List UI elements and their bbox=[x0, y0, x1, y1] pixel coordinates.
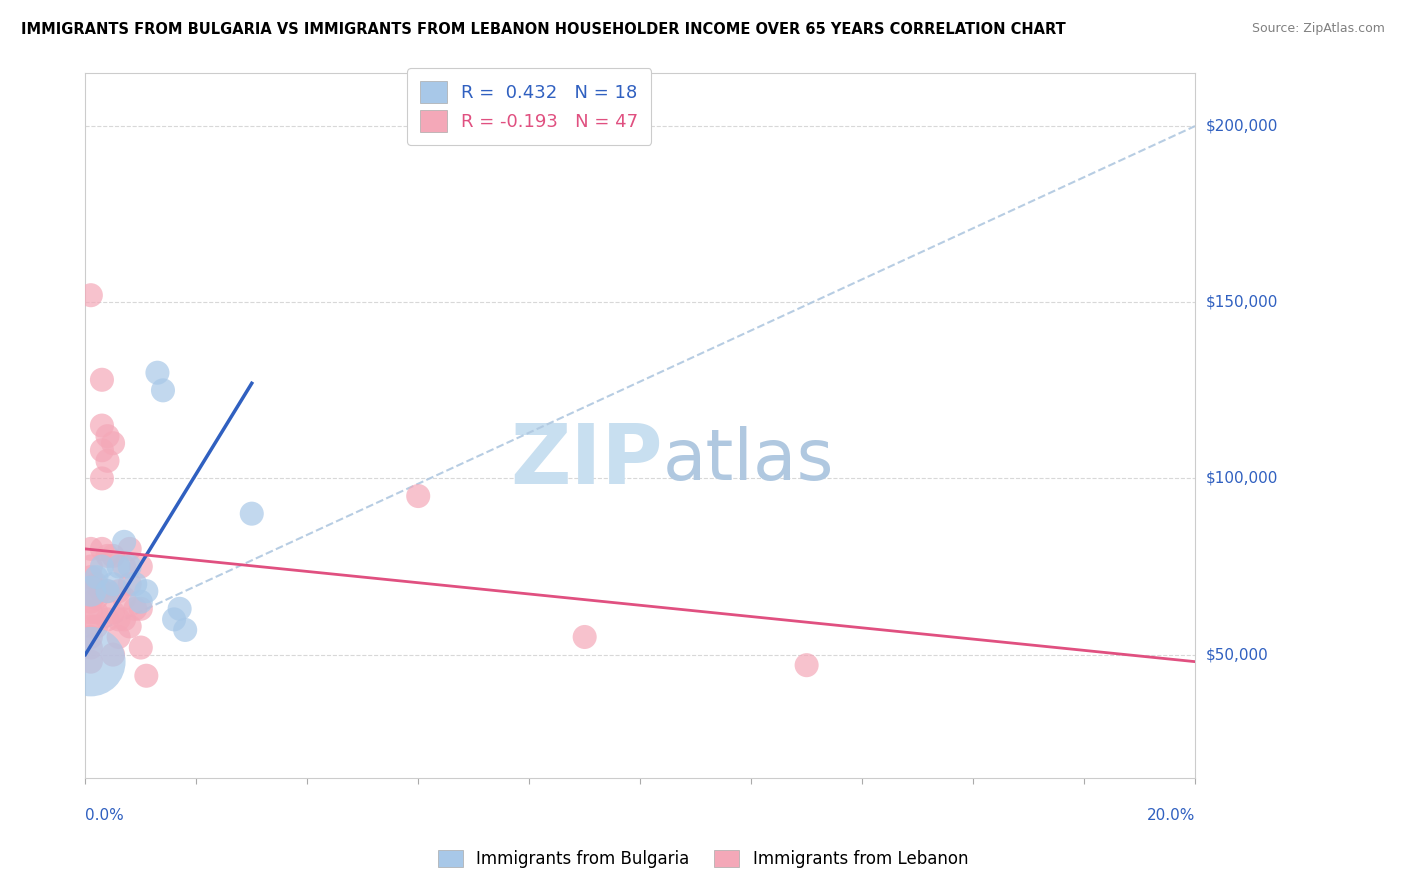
Point bbox=[80, 584, 103, 599]
Legend: Immigrants from Bulgaria, Immigrants from Lebanon: Immigrants from Bulgaria, Immigrants fro… bbox=[432, 843, 974, 875]
Point bbox=[91, 559, 114, 574]
Point bbox=[135, 584, 157, 599]
Legend: R =  0.432   N = 18, R = -0.193   N = 47: R = 0.432 N = 18, R = -0.193 N = 47 bbox=[408, 68, 651, 145]
Point bbox=[796, 658, 818, 673]
Point bbox=[80, 640, 103, 655]
Point bbox=[169, 602, 191, 616]
Point bbox=[80, 655, 103, 669]
Point bbox=[112, 612, 135, 626]
Point bbox=[80, 570, 103, 584]
Point bbox=[174, 623, 197, 637]
Point bbox=[80, 630, 103, 644]
Point bbox=[152, 384, 174, 398]
Text: IMMIGRANTS FROM BULGARIA VS IMMIGRANTS FROM LEBANON HOUSEHOLDER INCOME OVER 65 Y: IMMIGRANTS FROM BULGARIA VS IMMIGRANTS F… bbox=[21, 22, 1066, 37]
Point bbox=[112, 591, 135, 606]
Text: atlas: atlas bbox=[662, 426, 834, 495]
Point bbox=[80, 619, 103, 633]
Point bbox=[240, 507, 263, 521]
Point bbox=[91, 541, 114, 556]
Text: $50,000: $50,000 bbox=[1206, 647, 1268, 662]
Point bbox=[146, 366, 169, 380]
Point bbox=[80, 559, 103, 574]
Point bbox=[80, 288, 103, 302]
Point bbox=[101, 648, 124, 662]
Point bbox=[91, 373, 114, 387]
Point bbox=[96, 549, 118, 563]
Point bbox=[129, 602, 152, 616]
Point bbox=[80, 605, 103, 619]
Point bbox=[86, 570, 108, 584]
Point bbox=[107, 584, 129, 599]
Point bbox=[118, 559, 141, 574]
Point bbox=[163, 612, 186, 626]
Point bbox=[96, 454, 118, 468]
Point bbox=[96, 584, 118, 599]
Point bbox=[80, 655, 103, 669]
Point bbox=[112, 559, 135, 574]
Point bbox=[91, 418, 114, 433]
Point bbox=[80, 584, 103, 599]
Point bbox=[107, 612, 129, 626]
Point bbox=[107, 559, 129, 574]
Text: $200,000: $200,000 bbox=[1206, 119, 1278, 134]
Point bbox=[406, 489, 429, 503]
Text: $100,000: $100,000 bbox=[1206, 471, 1278, 486]
Text: $150,000: $150,000 bbox=[1206, 294, 1278, 310]
Text: 0.0%: 0.0% bbox=[86, 808, 124, 823]
Point bbox=[86, 605, 108, 619]
Point bbox=[112, 534, 135, 549]
Point bbox=[91, 584, 114, 599]
Point bbox=[96, 429, 118, 443]
Point bbox=[101, 436, 124, 450]
Point bbox=[80, 595, 103, 609]
Point bbox=[101, 549, 124, 563]
Point bbox=[135, 669, 157, 683]
Point bbox=[118, 619, 141, 633]
Point bbox=[124, 577, 146, 591]
Text: ZIP: ZIP bbox=[510, 420, 662, 501]
Text: 20.0%: 20.0% bbox=[1147, 808, 1195, 823]
Point bbox=[96, 584, 118, 599]
Point bbox=[574, 630, 596, 644]
Point bbox=[107, 630, 129, 644]
Point bbox=[101, 577, 124, 591]
Text: Source: ZipAtlas.com: Source: ZipAtlas.com bbox=[1251, 22, 1385, 36]
Point bbox=[101, 605, 124, 619]
Point bbox=[86, 591, 108, 606]
Point bbox=[118, 541, 141, 556]
Point bbox=[91, 471, 114, 485]
Point bbox=[86, 619, 108, 633]
Point bbox=[91, 443, 114, 458]
Point bbox=[129, 559, 152, 574]
Point bbox=[80, 541, 103, 556]
Point bbox=[96, 612, 118, 626]
Point bbox=[124, 602, 146, 616]
Point bbox=[86, 577, 108, 591]
Point bbox=[118, 577, 141, 591]
Point bbox=[129, 595, 152, 609]
Point bbox=[129, 640, 152, 655]
